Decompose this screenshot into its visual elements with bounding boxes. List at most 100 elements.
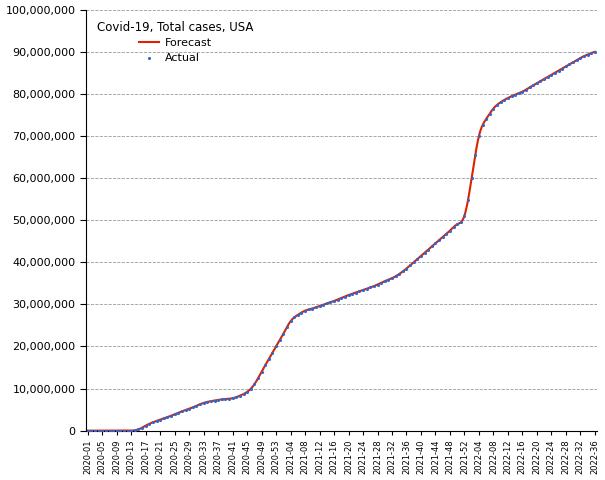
Line: Forecast: Forecast (88, 52, 595, 431)
Actual (471, 151, 480, 158)
Actual (293, 311, 302, 319)
Actual (431, 240, 440, 247)
Actual (159, 415, 169, 422)
Actual (463, 196, 473, 204)
Actual (384, 276, 393, 284)
Actual (355, 288, 364, 295)
Actual (221, 395, 231, 403)
Actual (456, 218, 466, 226)
Actual (210, 396, 220, 404)
Actual (278, 330, 288, 337)
Actual (420, 249, 430, 257)
Actual (561, 62, 571, 70)
Actual (148, 419, 158, 426)
Actual (482, 115, 491, 123)
Actual (296, 309, 306, 316)
Actual (590, 48, 600, 56)
Actual (405, 262, 415, 269)
Actual (325, 299, 335, 306)
Actual (235, 392, 245, 399)
Actual (485, 109, 495, 117)
Actual (257, 368, 266, 375)
Actual (155, 416, 165, 423)
Actual (517, 88, 527, 96)
Actual (413, 255, 422, 263)
Actual (152, 417, 162, 425)
Actual (217, 396, 227, 403)
Actual (391, 273, 401, 280)
Actual (365, 284, 375, 291)
Actual (174, 409, 183, 417)
Actual (424, 246, 433, 253)
Actual (351, 288, 361, 296)
Actual (264, 355, 273, 363)
Actual (260, 361, 270, 369)
Actual (242, 388, 252, 396)
Actual (83, 427, 93, 434)
Actual (460, 212, 469, 220)
Actual (550, 69, 560, 77)
Actual (572, 56, 581, 64)
Actual (329, 297, 339, 305)
Actual (575, 54, 585, 62)
Actual (203, 398, 212, 406)
Actual (232, 393, 241, 401)
Actual (340, 293, 350, 300)
Actual (506, 92, 516, 100)
Actual (503, 94, 512, 102)
Actual (394, 270, 404, 278)
Actual (181, 406, 191, 414)
Actual (568, 59, 578, 66)
Actual (119, 427, 129, 434)
Forecast (577, 55, 584, 61)
Actual (586, 49, 596, 57)
Actual (467, 174, 477, 182)
Actual (453, 220, 462, 228)
Actual (192, 402, 201, 409)
Actual (521, 86, 531, 94)
Actual (188, 404, 198, 411)
Actual (304, 306, 313, 313)
Actual (495, 98, 505, 106)
Actual (347, 290, 357, 298)
Actual (177, 408, 187, 415)
Actual (445, 227, 455, 234)
Actual (238, 390, 248, 398)
Actual (543, 73, 552, 81)
Actual (514, 89, 523, 97)
Actual (434, 236, 444, 244)
Actual (579, 52, 589, 60)
Actual (246, 385, 255, 393)
Actual (438, 233, 448, 241)
Actual (525, 84, 534, 91)
Actual (307, 305, 317, 312)
Actual (101, 427, 111, 434)
Legend: Forecast, Actual: Forecast, Actual (91, 15, 259, 68)
Actual (373, 281, 382, 288)
Actual (416, 252, 426, 260)
Forecast (483, 114, 491, 120)
Actual (449, 223, 459, 231)
Forecast (84, 428, 91, 433)
Actual (398, 267, 408, 275)
Actual (116, 427, 125, 434)
Actual (387, 275, 397, 282)
Actual (499, 96, 509, 104)
Actual (510, 91, 520, 98)
Actual (492, 101, 502, 108)
Actual (369, 282, 379, 290)
Actual (282, 323, 292, 331)
Actual (87, 427, 96, 434)
Actual (126, 427, 136, 434)
Actual (94, 427, 103, 434)
Actual (564, 60, 574, 68)
Actual (376, 279, 386, 287)
Actual (134, 426, 143, 433)
Actual (249, 381, 259, 388)
Actual (380, 277, 390, 285)
Actual (137, 424, 147, 432)
Actual (224, 395, 234, 403)
Actual (358, 286, 368, 294)
Forecast (110, 428, 117, 433)
Actual (289, 313, 299, 321)
